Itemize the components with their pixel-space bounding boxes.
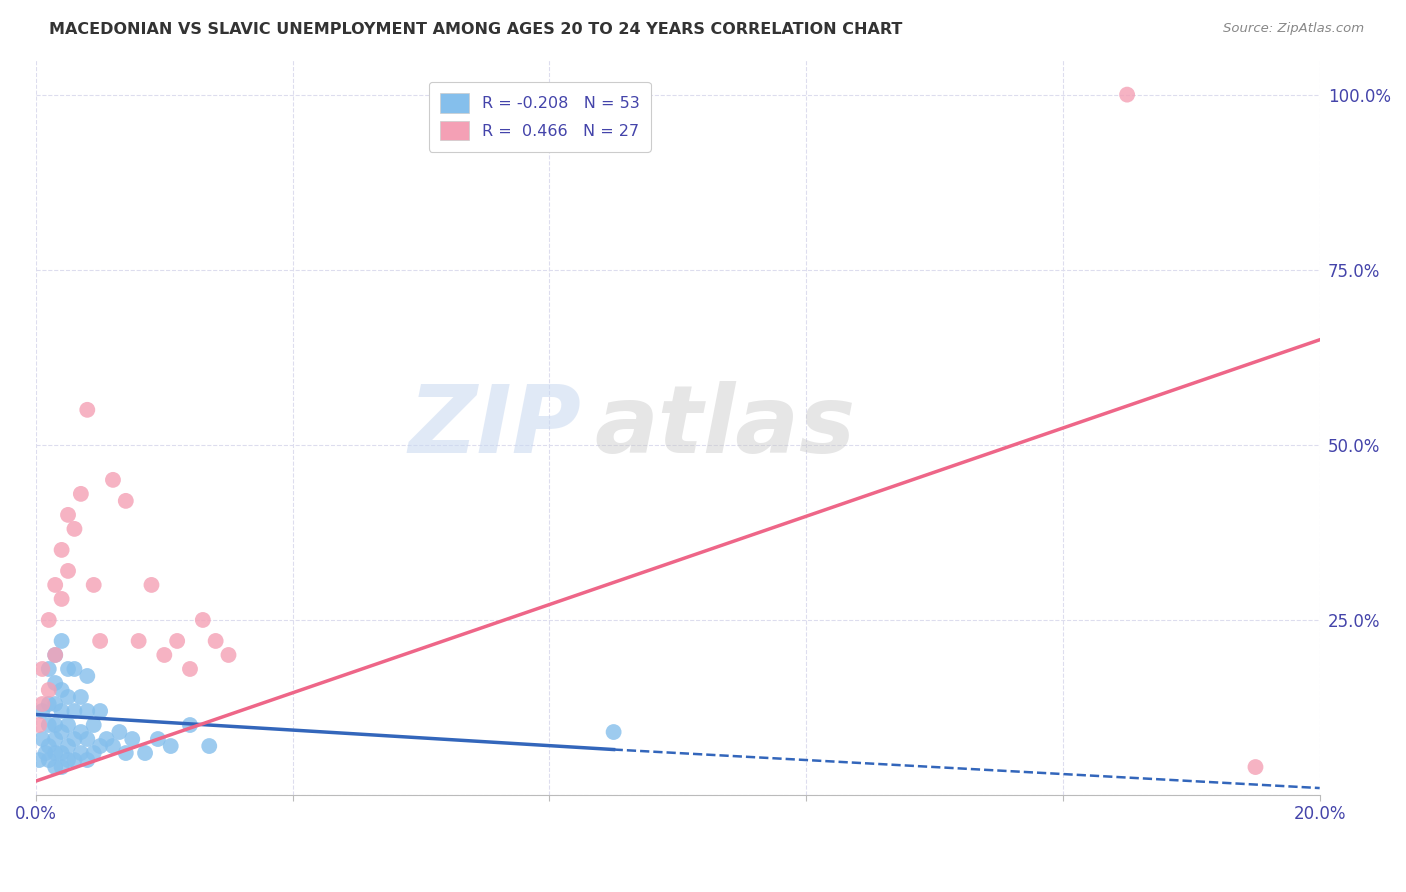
Point <box>96 732 118 747</box>
Point <box>1116 87 1139 102</box>
Legend: R = -0.208   N = 53, R =  0.466   N = 27: R = -0.208 N = 53, R = 0.466 N = 27 <box>429 82 651 152</box>
Point <box>179 662 201 676</box>
Point <box>44 746 66 760</box>
Point <box>89 704 111 718</box>
Point <box>31 732 53 747</box>
Point <box>51 591 73 606</box>
Point <box>63 753 86 767</box>
Point <box>38 718 60 732</box>
Point <box>70 746 93 760</box>
Point <box>44 718 66 732</box>
Point <box>56 718 79 732</box>
Point <box>56 690 79 704</box>
Point <box>34 746 56 760</box>
Point <box>83 578 105 592</box>
Point <box>38 613 60 627</box>
Point <box>44 648 66 662</box>
Point <box>31 697 53 711</box>
Point <box>51 542 73 557</box>
Point <box>56 753 79 767</box>
Point <box>121 732 143 747</box>
Point <box>28 718 51 732</box>
Point <box>166 634 188 648</box>
Point <box>83 718 105 732</box>
Point <box>108 725 131 739</box>
Point <box>218 648 240 662</box>
Point <box>38 753 60 767</box>
Point <box>101 473 124 487</box>
Point <box>51 704 73 718</box>
Point <box>63 732 86 747</box>
Point <box>70 487 93 501</box>
Point <box>191 613 214 627</box>
Point <box>44 760 66 774</box>
Point <box>114 494 136 508</box>
Point <box>198 739 221 753</box>
Point <box>179 718 201 732</box>
Point <box>28 753 51 767</box>
Point <box>63 522 86 536</box>
Point <box>76 402 98 417</box>
Point <box>141 578 163 592</box>
Point <box>51 746 73 760</box>
Point <box>38 697 60 711</box>
Point <box>31 704 53 718</box>
Point <box>63 662 86 676</box>
Point <box>31 662 53 676</box>
Point <box>153 648 176 662</box>
Point <box>76 732 98 747</box>
Point <box>1244 760 1267 774</box>
Point <box>76 669 98 683</box>
Point <box>63 704 86 718</box>
Point <box>76 753 98 767</box>
Point <box>56 662 79 676</box>
Point <box>70 690 93 704</box>
Point <box>128 634 150 648</box>
Point <box>44 697 66 711</box>
Point <box>89 634 111 648</box>
Point <box>44 648 66 662</box>
Point <box>38 739 60 753</box>
Point <box>56 508 79 522</box>
Text: ZIP: ZIP <box>409 382 582 474</box>
Point <box>204 634 226 648</box>
Point <box>44 578 66 592</box>
Text: MACEDONIAN VS SLAVIC UNEMPLOYMENT AMONG AGES 20 TO 24 YEARS CORRELATION CHART: MACEDONIAN VS SLAVIC UNEMPLOYMENT AMONG … <box>49 22 903 37</box>
Point <box>38 683 60 698</box>
Point <box>51 634 73 648</box>
Point <box>602 725 624 739</box>
Point <box>76 704 98 718</box>
Point <box>51 760 73 774</box>
Point <box>146 732 169 747</box>
Point <box>44 732 66 747</box>
Point <box>56 564 79 578</box>
Point <box>83 746 105 760</box>
Point <box>159 739 181 753</box>
Text: Source: ZipAtlas.com: Source: ZipAtlas.com <box>1223 22 1364 36</box>
Point <box>89 739 111 753</box>
Point <box>44 676 66 690</box>
Point <box>101 739 124 753</box>
Point <box>51 725 73 739</box>
Point <box>134 746 156 760</box>
Point <box>70 725 93 739</box>
Point <box>38 662 60 676</box>
Point <box>56 739 79 753</box>
Point <box>114 746 136 760</box>
Point <box>51 683 73 698</box>
Text: atlas: atlas <box>595 382 856 474</box>
